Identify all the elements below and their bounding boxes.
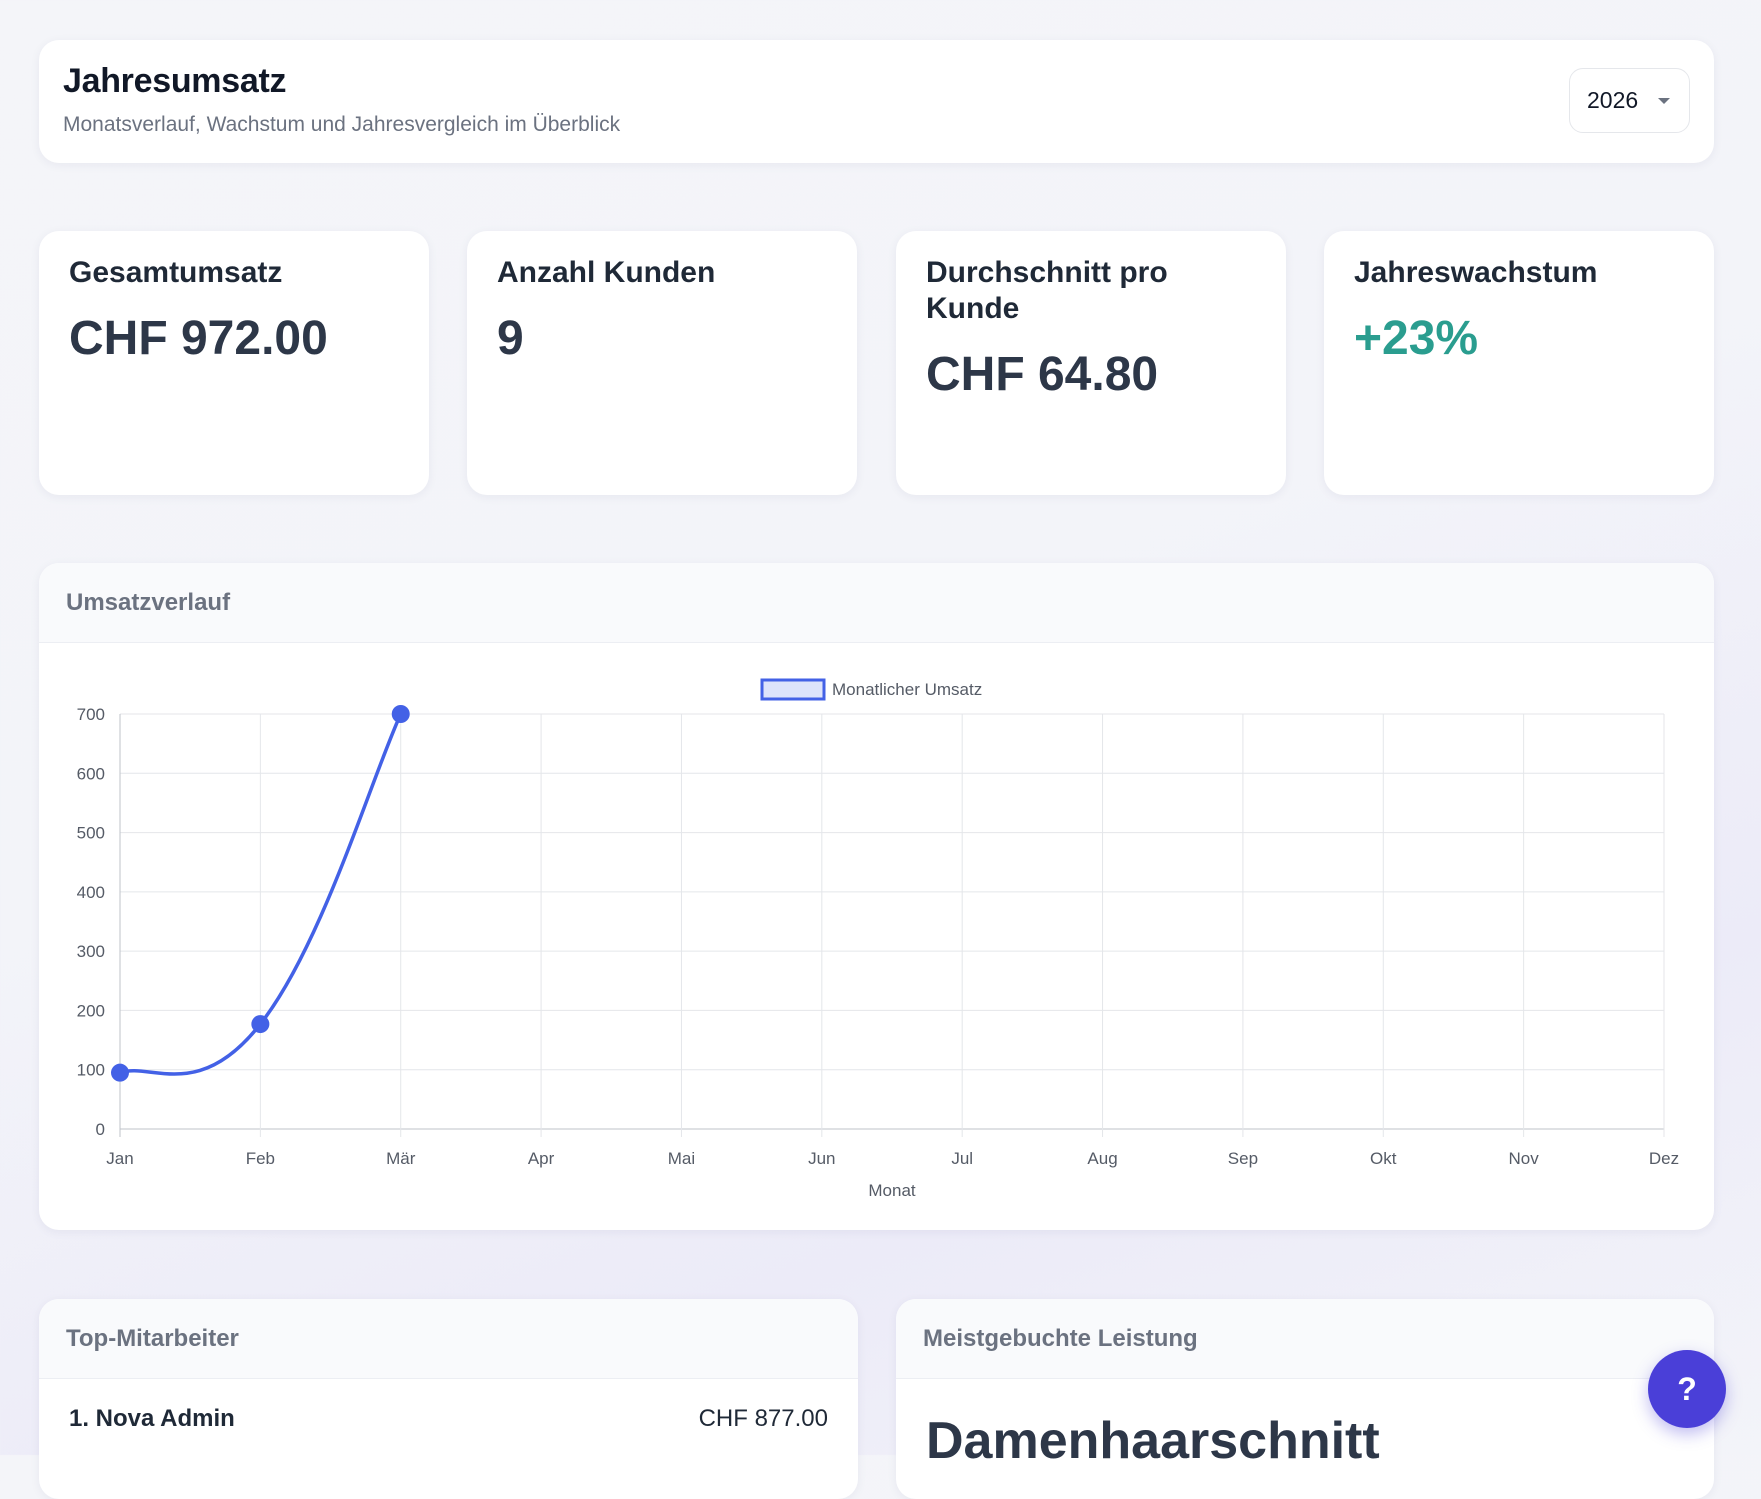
- series-line: [119, 713, 403, 1076]
- kpi-value: 9: [497, 312, 524, 365]
- kpi-label: Durchschnitt pro Kunde: [926, 256, 1168, 325]
- x-axis-title: Monat: [868, 1181, 916, 1200]
- top-service-card: Meistgebuchte Leistung Damenhaarschnitt: [896, 1299, 1714, 1499]
- y-tick-label: 600: [77, 764, 105, 783]
- kpi-value: CHF 64.80: [926, 348, 1159, 401]
- x-tick-label: Jan: [106, 1149, 133, 1168]
- top-employees-card: Top-Mitarbeiter 1. Nova Admin CHF 877.00: [39, 1299, 858, 1499]
- kpi-card-average-per-customer: Durchschnitt pro Kunde CHF 64.80: [896, 231, 1286, 495]
- legend-swatch: [760, 678, 826, 701]
- y-tick-label: 0: [96, 1120, 105, 1139]
- y-tick-label: 400: [77, 883, 105, 902]
- page-subtitle: Monatsverlauf, Wachstum und Jahresvergle…: [63, 113, 621, 136]
- card-header: Meistgebuchte Leistung: [896, 1299, 1714, 1379]
- kpi-card-total-revenue: Gesamtumsatz CHF 972.00: [39, 231, 429, 495]
- employee-revenue: CHF 877.00: [698, 1405, 828, 1432]
- y-tick-label: 100: [77, 1061, 105, 1080]
- question-icon: ?: [1677, 1371, 1697, 1407]
- x-tick-label: Dez: [1649, 1149, 1679, 1168]
- x-tick-label: Apr: [528, 1149, 555, 1168]
- top-service-title: Meistgebuchte Leistung: [923, 1325, 1198, 1352]
- data-point: [251, 1015, 270, 1034]
- x-tick-label: Okt: [1370, 1149, 1397, 1168]
- x-tick-label: Jul: [951, 1149, 973, 1168]
- top-service-name: Damenhaarschnitt: [926, 1412, 1380, 1470]
- revenue-chart-card: Umsatzverlauf 0 100 200 300 400 500 600 700 Jan F…: [39, 563, 1714, 1230]
- kpi-card-annual-growth: Jahreswachstum +23%: [1324, 231, 1714, 495]
- legend-label: Monatlicher Umsatz: [832, 680, 982, 699]
- x-tick-label: Jun: [808, 1149, 835, 1168]
- data-point: [391, 705, 410, 723]
- x-tick-label: Feb: [246, 1149, 275, 1168]
- chart-card-title: Umsatzverlauf: [66, 589, 231, 616]
- y-tick-label: 700: [77, 705, 105, 724]
- header-card: Jahresumsatz Monatsverlauf, Wachstum und…: [39, 40, 1714, 163]
- revenue-line-chart: 0 100 200 300 400 500 600 700 Jan Feb Mär Apr Mai Jun…: [77, 678, 1679, 1200]
- page-title: Jahresumsatz: [63, 62, 287, 100]
- y-tick-label: 300: [77, 942, 105, 961]
- x-tick-label: Nov: [1509, 1149, 1540, 1168]
- year-select-value: 2026: [1587, 87, 1639, 113]
- x-tick-label: Mär: [386, 1149, 416, 1168]
- y-tick-label: 200: [77, 1001, 105, 1020]
- y-tick-label: 500: [77, 824, 105, 843]
- top-employees-title: Top-Mitarbeiter: [66, 1325, 239, 1352]
- data-point: [111, 1063, 129, 1082]
- card-header: Top-Mitarbeiter: [39, 1299, 858, 1379]
- kpi-value: CHF 972.00: [69, 312, 328, 365]
- x-tick-label: Aug: [1087, 1149, 1117, 1168]
- kpi-label: Anzahl Kunden: [497, 256, 716, 289]
- chevron-down-icon: [1658, 98, 1670, 104]
- employee-name: 1. Nova Admin: [69, 1405, 235, 1432]
- kpi-value: +23%: [1354, 312, 1479, 365]
- x-tick-label: Sep: [1228, 1149, 1258, 1168]
- card-header: Umsatzverlauf: [39, 563, 1714, 643]
- year-select[interactable]: 2026: [1569, 68, 1690, 133]
- help-button[interactable]: ?: [1648, 1350, 1726, 1428]
- kpi-label: Gesamtumsatz: [69, 256, 283, 289]
- kpi-label: Jahreswachstum: [1354, 256, 1598, 289]
- x-tick-label: Mai: [668, 1149, 695, 1168]
- kpi-card-customer-count: Anzahl Kunden 9: [467, 231, 857, 495]
